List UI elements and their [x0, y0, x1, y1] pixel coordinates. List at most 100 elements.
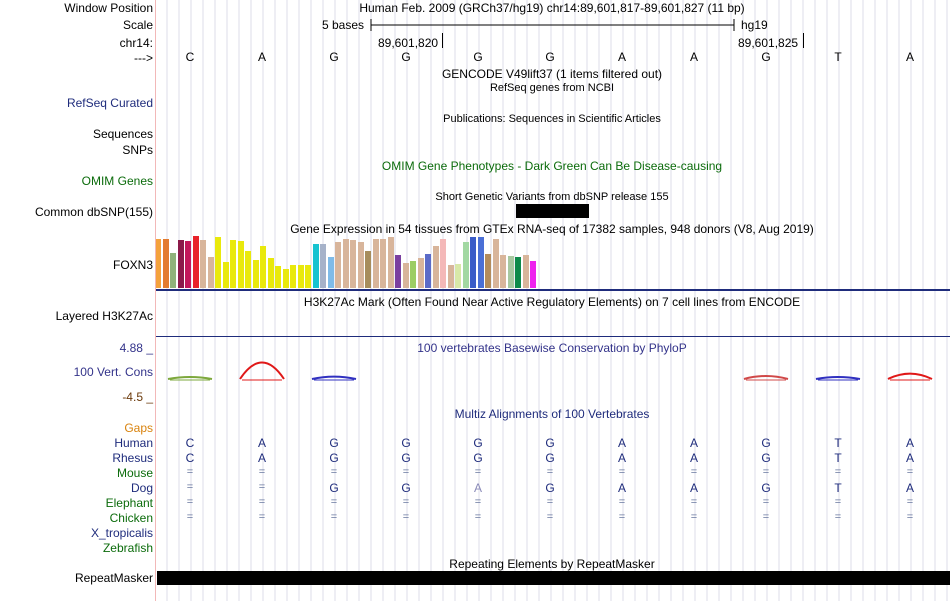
gtex-bar[interactable]: [290, 265, 296, 288]
gtex-gene-label[interactable]: FOXN3: [112, 258, 153, 272]
base-letter: G: [329, 50, 339, 64]
phylop-conservation-plot[interactable]: [155, 355, 950, 390]
gtex-bar[interactable]: [320, 244, 326, 288]
alignment-base: =: [258, 466, 266, 478]
common-dbsnp-label[interactable]: Common dbSNP(155): [34, 205, 153, 219]
species-label-mouse[interactable]: Mouse: [116, 466, 153, 480]
gtex-bar[interactable]: [192, 236, 199, 288]
gtex-bar[interactable]: [425, 254, 431, 288]
alignment-base: =: [258, 511, 266, 523]
gtex-bar[interactable]: [387, 237, 394, 288]
sequences-label[interactable]: Sequences: [92, 127, 153, 141]
gtex-bar[interactable]: [297, 265, 304, 288]
gtex-bar[interactable]: [215, 237, 221, 288]
gtex-bar[interactable]: [305, 265, 311, 288]
gtex-bar[interactable]: [260, 246, 266, 288]
refseq-track-title[interactable]: RefSeq genes from NCBI: [489, 82, 615, 94]
phylop-label[interactable]: 100 Vert. Cons: [73, 365, 153, 379]
gtex-bar[interactable]: [395, 255, 401, 288]
gtex-track-title[interactable]: Gene Expression in 54 tissues from GTEx …: [290, 222, 814, 236]
alignment-base: A: [257, 451, 266, 465]
species-label-rhesus[interactable]: Rhesus: [112, 451, 153, 465]
gtex-bar[interactable]: [515, 257, 521, 288]
gtex-bar[interactable]: [185, 241, 191, 288]
publications-track-title[interactable]: Publications: Sequences in Scientific Ar…: [443, 113, 661, 125]
gtex-bar[interactable]: [507, 256, 514, 288]
gtex-bar[interactable]: [530, 261, 536, 288]
gtex-bar[interactable]: [177, 240, 184, 288]
gtex-bar[interactable]: [245, 251, 251, 288]
omim-genes-label[interactable]: OMIM Genes: [81, 174, 153, 188]
omim-track-title[interactable]: OMIM Gene Phenotypes - Dark Green Can Be…: [381, 159, 723, 173]
gtex-bar[interactable]: [447, 265, 454, 288]
gtex-bar[interactable]: [365, 251, 371, 288]
repeatmasker-label[interactable]: RepeatMasker: [74, 571, 153, 585]
gtex-bar[interactable]: [252, 260, 259, 288]
alignment-base: G: [545, 451, 555, 465]
gtex-bar[interactable]: [417, 258, 424, 288]
gtex-bar[interactable]: [500, 255, 506, 288]
alignment-base: =: [402, 466, 410, 478]
gtex-bar[interactable]: [350, 240, 356, 288]
window-position-value: Human Feb. 2009 (GRCh37/hg19) chr14:89,6…: [359, 1, 745, 15]
gtex-bar[interactable]: [485, 254, 491, 288]
gtex-bar[interactable]: [230, 240, 236, 288]
gtex-bar[interactable]: [522, 255, 529, 288]
gtex-bar[interactable]: [222, 262, 229, 288]
dbsnp-variant-block[interactable]: [516, 204, 589, 218]
alignment-base: =: [906, 466, 914, 478]
gtex-bar[interactable]: [275, 266, 281, 288]
gtex-bar[interactable]: [282, 269, 289, 288]
h3k27ac-label[interactable]: Layered H3K27Ac: [55, 309, 153, 323]
gencode-track-title[interactable]: GENCODE V49lift37 (1 items filtered out): [441, 67, 663, 81]
multiz-track-title[interactable]: Multiz Alignments of 100 Vertebrates: [454, 407, 650, 421]
alignment-base: C: [185, 451, 195, 465]
gtex-bar[interactable]: [170, 253, 176, 288]
gtex-bar[interactable]: [155, 239, 161, 288]
gtex-bar[interactable]: [477, 237, 484, 288]
gtex-bar[interactable]: [267, 258, 274, 288]
h3k27ac-track-title[interactable]: H3K27Ac Mark (Often Found Near Active Re…: [303, 295, 801, 309]
gtex-bar[interactable]: [357, 242, 364, 288]
gtex-bar[interactable]: [410, 261, 416, 288]
gtex-bar[interactable]: [372, 239, 379, 288]
phylop-track-title[interactable]: 100 vertebrates Basewise Conservation by…: [417, 341, 687, 355]
gtex-bar[interactable]: [432, 246, 439, 288]
gtex-bar[interactable]: [462, 242, 469, 288]
gtex-bar[interactable]: [200, 240, 206, 288]
gtex-bar[interactable]: [402, 263, 409, 288]
gtex-bar[interactable]: [312, 244, 319, 288]
gtex-bar[interactable]: [342, 239, 349, 288]
repeatmasker-block[interactable]: [157, 571, 950, 585]
gtex-bar[interactable]: [327, 257, 334, 288]
species-label-chicken[interactable]: Chicken: [109, 511, 153, 525]
base-guide-lines: [166, 0, 948, 601]
gaps-label[interactable]: Gaps: [124, 421, 153, 435]
gtex-bar[interactable]: [380, 239, 386, 288]
species-label-dog[interactable]: Dog: [130, 481, 153, 495]
gtex-bar[interactable]: [440, 239, 446, 288]
gtex-bar[interactable]: [162, 239, 169, 288]
gtex-bar[interactable]: [237, 241, 244, 288]
alignment-base: =: [474, 466, 482, 478]
alignment-base: A: [473, 481, 482, 495]
species-label-x_tropicalis[interactable]: X_tropicalis: [90, 526, 153, 540]
snps-label[interactable]: SNPs: [122, 143, 153, 157]
repeatmasker-track-title[interactable]: Repeating Elements by RepeatMasker: [449, 557, 655, 571]
gtex-expression-bars[interactable]: [155, 236, 555, 288]
gtex-bar[interactable]: [470, 237, 476, 288]
species-label-zebrafish[interactable]: Zebrafish: [102, 541, 153, 555]
species-label-elephant[interactable]: Elephant: [105, 496, 153, 510]
gtex-bar[interactable]: [455, 264, 461, 288]
alignment-base: =: [186, 481, 194, 493]
gtex-bar[interactable]: [207, 257, 214, 288]
phylop-peak: [743, 375, 789, 380]
alignment-base: A: [905, 481, 914, 495]
gtex-bar[interactable]: [492, 239, 499, 288]
chrom-label: chr14:: [119, 36, 153, 50]
dbsnp-track-title[interactable]: Short Genetic Variants from dbSNP releas…: [435, 191, 669, 203]
gtex-bar[interactable]: [335, 242, 341, 288]
phylop-peak: [815, 376, 861, 380]
species-label-human[interactable]: Human: [114, 436, 153, 450]
refseq-curated-label[interactable]: RefSeq Curated: [66, 96, 153, 110]
